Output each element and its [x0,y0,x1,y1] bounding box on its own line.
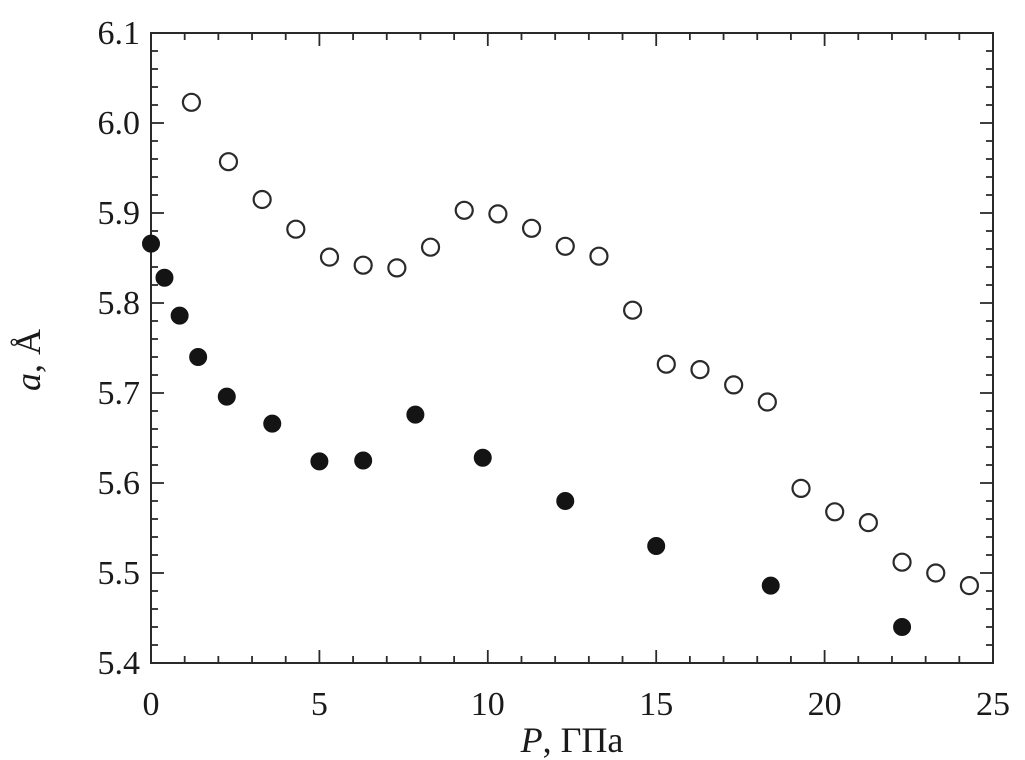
filled-data-point [556,492,575,510]
open-data-point [181,92,202,112]
data-points [142,92,980,636]
open-data-point [926,563,946,583]
open-data-point [454,200,474,220]
open-data-point [488,204,508,224]
open-data-point [555,236,575,256]
filled-data-point [155,268,174,287]
y-tick-label: 5.9 [98,195,141,232]
x-axis-var: P [520,720,543,760]
open-data-point [757,392,777,412]
plot-frame [150,32,994,664]
y-tick-label: 5.5 [98,555,141,592]
x-axis-title: P, ГПа [520,720,624,760]
open-data-point [286,219,306,239]
filled-data-point [406,405,425,424]
filled-data-point [217,387,236,406]
open-data-point [252,189,272,210]
filled-data-point [473,448,492,467]
y-axis-var: a [8,373,48,391]
open-data-point [791,478,811,498]
x-tick-label: 10 [471,686,505,723]
y-tick-label: 5.6 [98,465,141,502]
open-data-point [825,502,845,522]
open-data-point [724,375,744,395]
filled-data-point [263,414,282,433]
filled-data-point [189,348,208,366]
open-data-point [656,354,676,374]
y-tick-labels: 5.4 5.5 5.6 5.7 5.8 5.9 6.0 6.1 [98,15,141,682]
x-tick-label: 25 [976,686,1010,723]
open-data-point [353,255,373,275]
filled-data-point [354,451,373,470]
filled-data-point [170,306,189,325]
axis-ticks [150,32,994,664]
open-data-point [218,152,239,172]
open-data-point [521,218,542,238]
y-tick-label: 6.0 [98,105,141,142]
y-tick-label: 6.1 [98,15,141,52]
open-data-point [319,247,340,267]
open-data-point [589,246,609,266]
open-data-point [420,237,441,257]
open-data-point [959,575,980,596]
open-data-point [858,512,878,533]
filled-data-point [761,576,780,595]
x-tick-label: 20 [808,686,842,723]
open-data-point [387,258,407,278]
y-axis-unit: , Å [8,329,48,373]
filled-data-point [310,452,329,471]
filled-data-point [647,537,666,555]
filled-data-point [893,618,912,636]
filled-data-point [142,234,160,253]
y-tick-label: 5.7 [98,375,141,412]
y-tick-label: 5.4 [98,645,141,682]
x-tick-label: 15 [639,686,673,723]
x-tick-label: 5 [311,686,328,723]
x-axis-unit: , ГПа [543,720,624,760]
y-axis-title: a, Å [8,329,48,391]
open-data-point [623,300,643,320]
open-data-point [690,360,710,380]
open-data-point [892,552,912,572]
x-tick-labels: 0 5 10 15 20 25 [143,686,1011,723]
x-tick-label: 0 [143,686,160,723]
y-tick-label: 5.8 [98,285,141,322]
